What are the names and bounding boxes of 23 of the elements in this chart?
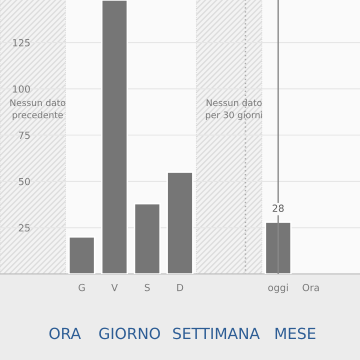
text: MESE bbox=[276, 328, 316, 340]
bar bbox=[166, 171, 194, 274]
bar bbox=[264, 221, 292, 274]
y-tick-label: 100 bbox=[13, 85, 30, 93]
data-label: 28 bbox=[272, 204, 284, 212]
x-tick-label: oggi bbox=[268, 284, 288, 294]
x-tick-label: D bbox=[177, 284, 184, 292]
text: ORA bbox=[49, 328, 81, 340]
x-tick-label: Ora bbox=[302, 284, 319, 292]
bar bbox=[68, 236, 96, 274]
y-tick-label: 125 bbox=[13, 39, 30, 46]
text: GIORNO bbox=[99, 328, 160, 340]
y-tick-label: 50 bbox=[18, 178, 30, 186]
y-tick-label: 25 bbox=[18, 224, 30, 232]
bar bbox=[101, 0, 128, 274]
annotation: Nessun dato precedente bbox=[10, 99, 66, 120]
y-tick-label: 75 bbox=[18, 132, 30, 139]
x-tick-label: G bbox=[78, 284, 85, 292]
annotation: Nessun dato per 30 giorni bbox=[206, 99, 262, 120]
text: SETTIMANA bbox=[173, 328, 260, 340]
x-tick-label: S bbox=[144, 284, 150, 292]
x-tick-label: V bbox=[111, 284, 118, 292]
bar bbox=[134, 202, 161, 274]
